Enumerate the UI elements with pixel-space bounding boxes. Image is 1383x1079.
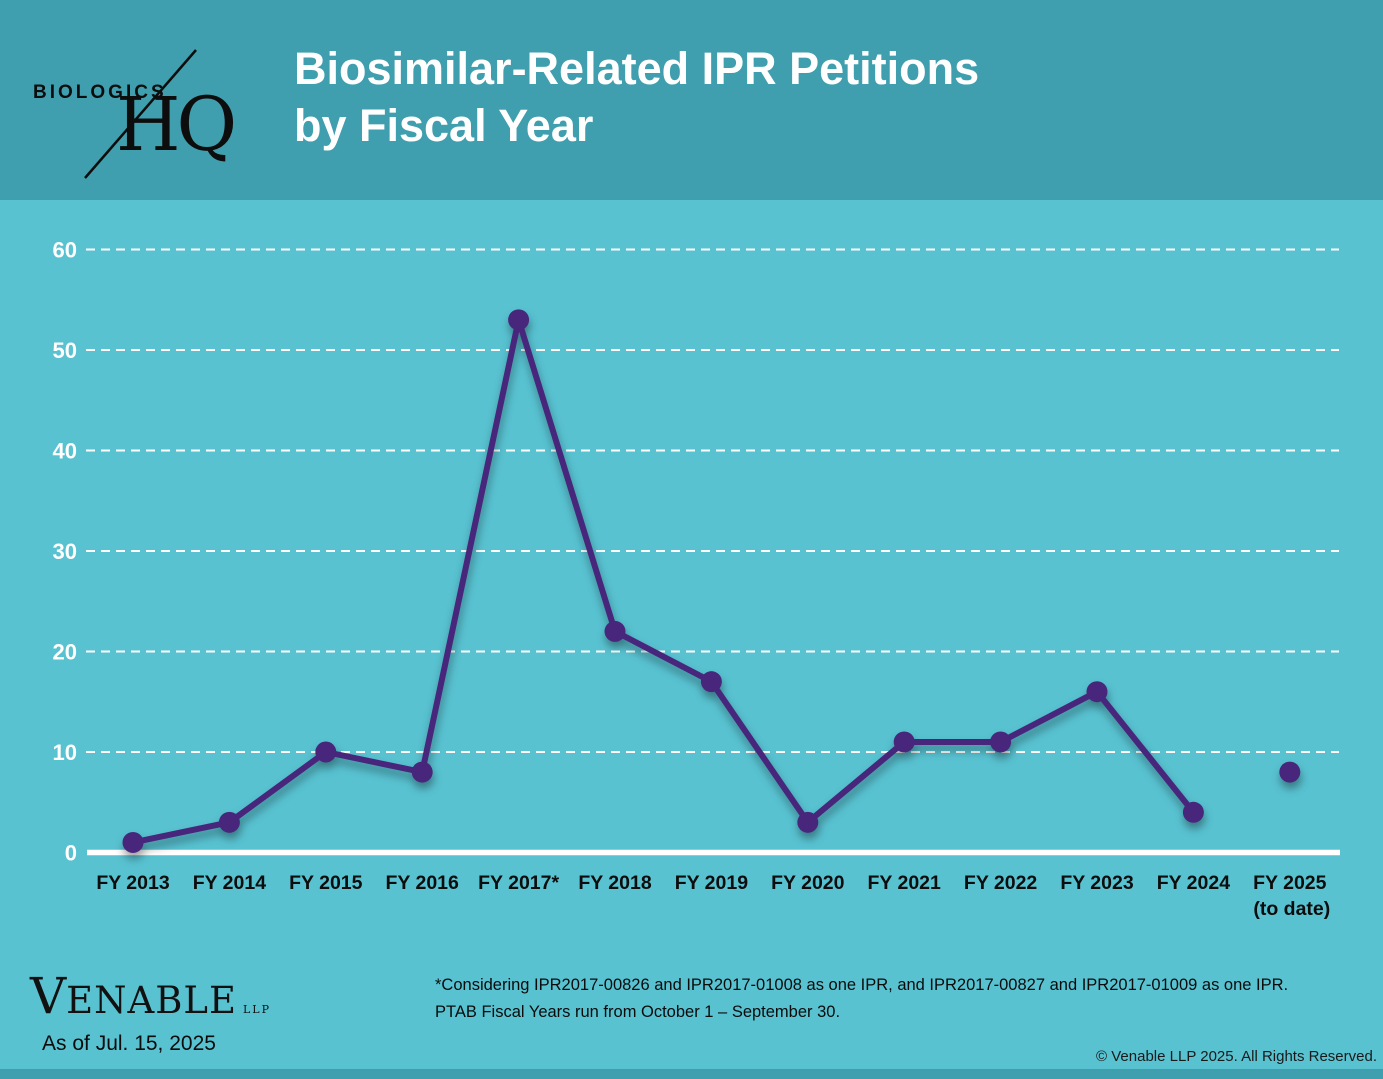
venable-logo-llp: LLP (242, 1003, 271, 1016)
y-tick-label-0: 0 (65, 841, 77, 866)
x-tick-label-2019: FY 2019 (675, 872, 749, 894)
x-tick-label-2016: FY 2016 (386, 872, 460, 894)
data-point-FY-2020 (797, 811, 819, 833)
x-tick-label-2022: FY 2022 (964, 872, 1038, 894)
venable-logo-initial: V (30, 967, 67, 1025)
data-point-FY-2017 (508, 309, 530, 331)
y-tick-label-20: 20 (53, 640, 77, 665)
logo-text-hq: HQ (116, 82, 237, 168)
petitions-trend-line (130, 316, 1197, 846)
copyright-notice: © Venable LLP 2025. All Rights Reserved. (1096, 1048, 1377, 1065)
bottom-accent-strip (0, 1069, 1383, 1079)
data-point-FY-2023 (1086, 681, 1108, 703)
x-tick-label-2013: FY 2013 (96, 872, 170, 894)
logo-text-biologics: BIOLOGICS (33, 82, 167, 103)
x-tick-label-2021: FY 2021 (868, 872, 942, 894)
footnote-line1: *Considering IPR2017-00826 and IPR2017-0… (435, 976, 1289, 994)
page-title-line1: Biosimilar-Related IPR Petitions (294, 43, 980, 94)
logo-slash-icon (84, 49, 197, 179)
y-tick-label-60: 60 (53, 238, 77, 263)
header-band: BIOLOGICS HQ Biosimilar-Related IPR Peti… (0, 0, 1383, 200)
data-point-FY-2013 (122, 831, 144, 853)
y-tick-label-10: 10 (53, 740, 77, 765)
data-point-FY-2014 (218, 811, 240, 833)
y-tick-label-30: 30 (53, 539, 77, 564)
x-tick-label-2023: FY 2023 (1060, 872, 1134, 894)
x-tick-label-2014: FY 2014 (193, 872, 267, 894)
x-axis-tick-labels: FY 2013 FY 2014 FY 2015 FY 2016 FY 2017* FY 2… (96, 872, 1330, 920)
x-tick-label-to-date-note: (to date) (1253, 898, 1330, 920)
data-point-FY-2016 (411, 761, 433, 783)
x-tick-label-2018: FY 2018 (578, 872, 652, 894)
data-point-FY-2025 (1279, 761, 1301, 783)
x-tick-label-2015: FY 2015 (289, 872, 363, 894)
x-tick-label-2017: FY 2017* (478, 872, 559, 894)
data-point-FY-2018 (604, 620, 626, 642)
x-tick-label-2025: FY 2025 (1253, 872, 1327, 894)
x-tick-label-2020: FY 2020 (771, 872, 845, 894)
data-series (122, 309, 1301, 853)
gridlines (86, 248, 1340, 856)
y-axis-tick-labels: 0 10 20 30 40 50 60 (53, 238, 77, 866)
venable-logo-rest: ENABLE (66, 979, 237, 1022)
page-title: Biosimilar-Related IPR Petitions by Fisc… (294, 40, 1254, 154)
x-tick-label-2024: FY 2024 (1157, 872, 1231, 894)
biologics-hq-logo: BIOLOGICS HQ (0, 0, 260, 200)
data-point-FY-2021 (893, 731, 915, 753)
venable-logo: VENABLE LLP (30, 971, 271, 1022)
page-title-line2: by Fiscal Year (294, 100, 594, 151)
y-tick-label-40: 40 (53, 439, 77, 464)
data-point-FY-2015 (315, 741, 337, 763)
footnote-line2: PTAB Fiscal Years run from October 1 – S… (435, 1003, 841, 1021)
chart-footnote: *Considering IPR2017-00826 and IPR2017-0… (435, 972, 1375, 1026)
data-point-FY-2024 (1182, 801, 1204, 823)
y-tick-label-50: 50 (53, 338, 77, 363)
as-of-date: As of Jul. 15, 2025 (42, 1032, 216, 1055)
data-point-FY-2022 (990, 731, 1012, 753)
data-point-FY-2019 (700, 671, 722, 693)
